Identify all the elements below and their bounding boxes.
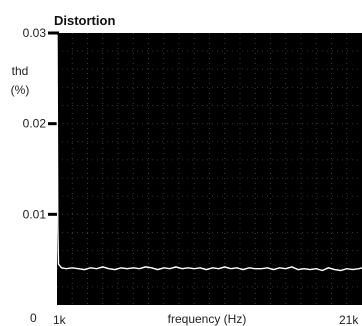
x-axis-ticks: 1k 21k [53, 313, 359, 326]
x-axis-label: frequency (Hz) [168, 312, 247, 326]
x-tick-label: 1k [53, 313, 67, 326]
y-axis-label-line1: thd [12, 64, 29, 78]
y-axis-ticks: 0.03 0.02 0.01 0 [23, 26, 59, 325]
grid [57, 33, 362, 305]
y-tick-label: 0.03 [23, 26, 47, 40]
y-tick-label: 0 [30, 311, 37, 325]
x-tick-label: 21k [339, 313, 359, 326]
y-tick-label: 0.01 [23, 207, 47, 221]
y-axis-label-line2: (%) [11, 83, 30, 97]
chart-title: Distortion [54, 13, 115, 28]
thd-series-line [56, 34, 362, 272]
y-tick-label: 0.02 [23, 117, 47, 131]
